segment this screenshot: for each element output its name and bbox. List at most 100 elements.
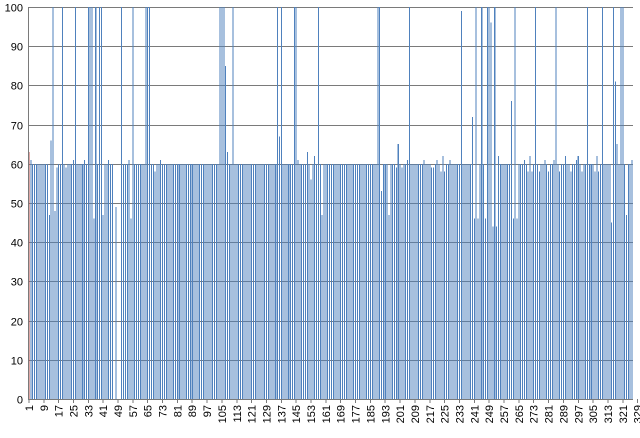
x-tick-label: 209 xyxy=(410,405,422,423)
bar xyxy=(392,163,394,399)
bar xyxy=(180,163,182,399)
bar xyxy=(410,163,412,399)
bar xyxy=(52,7,54,399)
bar xyxy=(258,163,260,399)
bar xyxy=(284,163,286,399)
bar xyxy=(464,163,466,399)
bar xyxy=(228,163,230,399)
bar xyxy=(592,163,594,399)
bar xyxy=(568,163,570,399)
bar xyxy=(33,163,36,399)
bar xyxy=(39,163,41,399)
bar xyxy=(523,159,525,399)
bar xyxy=(432,167,435,399)
bar xyxy=(256,163,258,399)
bar xyxy=(533,163,535,399)
bar xyxy=(340,163,342,399)
bar xyxy=(574,163,576,399)
bar xyxy=(399,163,401,399)
x-tick-label: 185 xyxy=(365,405,377,423)
x-tick-label: 305 xyxy=(588,405,600,423)
bar xyxy=(583,163,585,399)
bar xyxy=(561,163,563,399)
bar xyxy=(154,171,156,399)
bar xyxy=(494,7,496,399)
y-tick-label: 90 xyxy=(11,42,23,54)
bar xyxy=(581,171,583,399)
bar xyxy=(329,163,331,399)
bar xyxy=(386,163,388,399)
bar xyxy=(373,163,375,399)
bar xyxy=(316,163,318,399)
bar xyxy=(236,163,238,399)
bar xyxy=(72,159,74,399)
bar xyxy=(486,7,488,399)
bar xyxy=(549,163,551,399)
bar xyxy=(45,163,47,399)
bar xyxy=(427,163,429,399)
bar xyxy=(130,218,132,399)
bar xyxy=(364,163,366,399)
bar xyxy=(618,163,620,399)
x-tick-label: 281 xyxy=(544,405,556,423)
bar xyxy=(317,7,319,399)
bar xyxy=(401,167,403,399)
bar xyxy=(76,163,78,399)
bar xyxy=(601,7,603,399)
y-tick-label: 80 xyxy=(11,81,23,93)
bar xyxy=(570,171,572,399)
bar xyxy=(48,214,50,399)
bar xyxy=(58,163,60,399)
bar xyxy=(562,163,564,399)
bar xyxy=(158,163,160,399)
bar xyxy=(551,163,553,399)
bar xyxy=(230,163,232,399)
bar xyxy=(366,163,368,399)
x-tick-label: 1 xyxy=(24,405,36,411)
bar xyxy=(106,163,108,399)
x-tick-label: 145 xyxy=(291,405,303,423)
bar xyxy=(225,65,227,400)
bar xyxy=(412,163,414,399)
bar xyxy=(85,163,87,399)
bar xyxy=(128,159,130,399)
bar xyxy=(334,163,336,399)
bar xyxy=(453,163,455,399)
bar xyxy=(35,163,37,399)
bar xyxy=(169,163,171,399)
bar xyxy=(184,163,186,399)
bar xyxy=(557,163,559,399)
bar xyxy=(625,214,628,399)
bar xyxy=(507,163,509,399)
bar xyxy=(41,163,43,399)
bar xyxy=(208,163,210,399)
bar xyxy=(59,163,61,399)
bar xyxy=(631,159,633,399)
bar xyxy=(115,206,117,399)
bar xyxy=(460,10,462,399)
bar xyxy=(32,163,34,399)
x-tick-label: 33 xyxy=(83,405,95,417)
bar xyxy=(414,163,416,399)
bar xyxy=(264,163,266,399)
bar xyxy=(160,159,162,399)
bar xyxy=(403,163,405,399)
bar xyxy=(176,163,178,399)
bar xyxy=(100,7,102,399)
bar xyxy=(449,159,451,399)
x-tick-label: 193 xyxy=(380,405,392,423)
bar xyxy=(269,163,271,399)
x-tick-label: 41 xyxy=(98,405,110,417)
tick-labels: 0 10 20 30 40 50 60 70 80 90 100 1 9 17 25 33 41 49 57 65 73… xyxy=(5,3,640,424)
bar xyxy=(585,163,587,399)
bar xyxy=(546,163,548,399)
bar xyxy=(97,163,99,399)
bar xyxy=(438,163,440,399)
bar xyxy=(490,22,492,400)
bar xyxy=(527,171,529,399)
bar xyxy=(594,171,596,399)
bar xyxy=(186,163,188,399)
x-tick-label: 257 xyxy=(499,405,511,423)
bar xyxy=(605,163,607,399)
bar xyxy=(381,191,383,399)
